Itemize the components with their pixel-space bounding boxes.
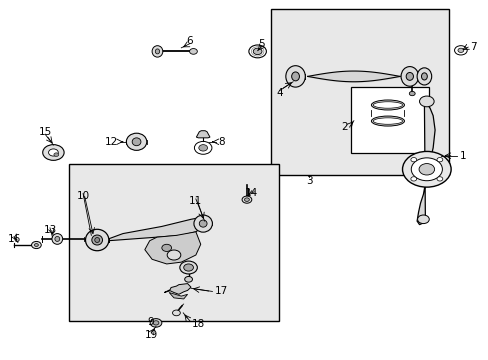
Text: 2: 2 xyxy=(340,122,347,132)
Circle shape xyxy=(167,250,181,260)
Circle shape xyxy=(183,264,193,271)
Text: 9: 9 xyxy=(147,317,154,327)
Text: 18: 18 xyxy=(192,319,205,329)
Text: 10: 10 xyxy=(76,191,89,201)
Circle shape xyxy=(418,163,434,175)
Circle shape xyxy=(150,319,162,327)
Ellipse shape xyxy=(372,118,402,124)
Bar xyxy=(271,9,448,175)
Text: 12: 12 xyxy=(104,137,118,147)
Circle shape xyxy=(34,244,38,247)
Circle shape xyxy=(248,45,266,58)
Text: 19: 19 xyxy=(144,330,158,341)
Polygon shape xyxy=(416,102,434,225)
Ellipse shape xyxy=(52,234,62,244)
Text: 7: 7 xyxy=(469,42,476,52)
Ellipse shape xyxy=(152,46,163,57)
Circle shape xyxy=(253,48,262,55)
Ellipse shape xyxy=(371,100,404,110)
Polygon shape xyxy=(196,131,209,138)
Circle shape xyxy=(31,242,41,249)
Circle shape xyxy=(408,91,414,96)
Circle shape xyxy=(194,141,211,154)
Text: 6: 6 xyxy=(186,36,193,46)
Bar xyxy=(69,164,278,321)
Text: 5: 5 xyxy=(257,39,264,49)
Circle shape xyxy=(48,149,58,156)
Circle shape xyxy=(436,177,442,181)
Text: 14: 14 xyxy=(244,188,258,198)
Ellipse shape xyxy=(95,238,100,243)
Ellipse shape xyxy=(92,235,102,245)
Circle shape xyxy=(172,310,180,316)
Circle shape xyxy=(242,196,251,203)
Circle shape xyxy=(410,158,416,162)
Text: 13: 13 xyxy=(43,225,57,235)
Text: 11: 11 xyxy=(189,197,202,206)
Ellipse shape xyxy=(291,72,299,81)
Circle shape xyxy=(153,321,159,325)
Ellipse shape xyxy=(285,66,305,87)
Ellipse shape xyxy=(400,67,418,86)
Ellipse shape xyxy=(132,138,141,146)
Ellipse shape xyxy=(126,133,146,150)
Text: 15: 15 xyxy=(39,127,52,137)
Circle shape xyxy=(454,46,466,55)
Text: 3: 3 xyxy=(305,176,312,186)
Circle shape xyxy=(244,198,249,202)
Ellipse shape xyxy=(371,116,404,126)
Text: 8: 8 xyxy=(217,137,224,147)
Circle shape xyxy=(199,145,207,151)
Polygon shape xyxy=(144,232,201,264)
Ellipse shape xyxy=(194,215,212,232)
Ellipse shape xyxy=(421,73,427,80)
Text: 4: 4 xyxy=(276,88,282,98)
Ellipse shape xyxy=(155,49,159,54)
Ellipse shape xyxy=(85,229,109,251)
Ellipse shape xyxy=(372,102,402,108)
Circle shape xyxy=(417,215,428,224)
Ellipse shape xyxy=(55,237,60,242)
Circle shape xyxy=(184,276,192,282)
Circle shape xyxy=(402,152,450,187)
Circle shape xyxy=(410,177,416,181)
Circle shape xyxy=(180,261,197,274)
Polygon shape xyxy=(103,217,205,243)
Ellipse shape xyxy=(406,72,413,80)
Polygon shape xyxy=(169,293,187,299)
Circle shape xyxy=(457,48,463,53)
Ellipse shape xyxy=(199,220,206,227)
Circle shape xyxy=(162,244,171,251)
Circle shape xyxy=(419,96,433,107)
Circle shape xyxy=(189,49,197,54)
Polygon shape xyxy=(164,284,191,294)
Circle shape xyxy=(436,158,442,162)
Circle shape xyxy=(42,145,64,160)
Bar xyxy=(351,87,428,153)
Circle shape xyxy=(410,158,442,181)
Text: 1: 1 xyxy=(458,151,465,161)
Text: 17: 17 xyxy=(214,287,227,296)
Text: 16: 16 xyxy=(7,234,20,244)
Ellipse shape xyxy=(416,68,431,85)
Circle shape xyxy=(54,153,59,157)
